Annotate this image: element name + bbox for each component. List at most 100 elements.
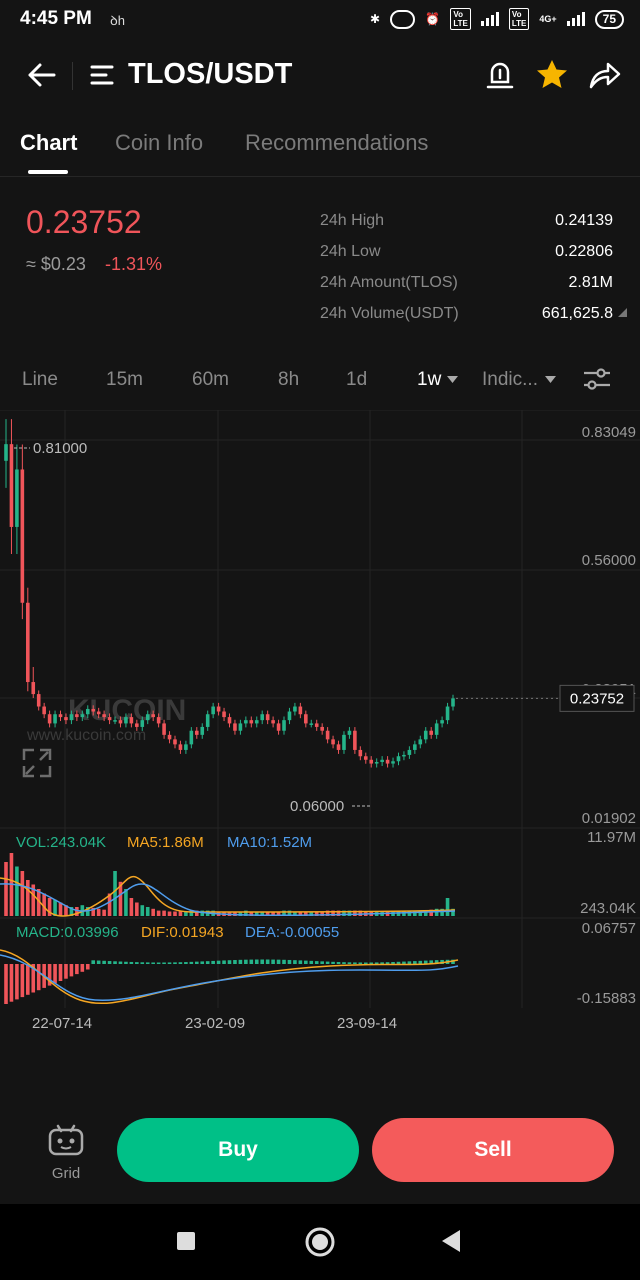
macd-bar-64 [353,962,357,964]
share-icon[interactable] [588,60,622,90]
macd-bar-29 [162,962,166,964]
recents-icon[interactable] [177,1232,195,1250]
candle-53 [293,706,297,712]
macd-bar-15 [85,964,90,970]
candle-43 [238,723,243,731]
vol-bar-32 [178,911,183,916]
candle-77 [423,730,428,740]
macd-bar-58 [320,961,324,964]
candle-38 [211,706,215,715]
macd-bar-27 [151,962,155,964]
macd-bar-47 [260,959,265,964]
candle-50 [276,723,281,731]
chart-settings-icon[interactable] [582,366,612,392]
tab-recommendations[interactable]: Recommendations [245,130,429,155]
candle-22 [124,717,128,724]
vol-bar-55 [304,911,308,916]
candle-47 [260,714,265,721]
candle-14 [80,714,85,718]
macd-bar-82 [451,959,455,964]
macd-bar-40 [222,960,226,964]
candle-25 [140,720,145,727]
candle-30 [167,734,172,740]
ma10-line [0,883,456,916]
macd-bar-21 [118,961,123,964]
vol-bar-20 [113,871,117,916]
candle-12 [69,714,74,721]
vol-bar-75 [413,911,417,916]
interval-1d[interactable]: 1d [346,369,368,390]
macd-axis-max: 0.06757 [582,920,636,937]
candle-35 [194,730,199,735]
sell-button[interactable]: Sell [372,1118,614,1182]
candle-41 [227,717,232,724]
kline-chart[interactable]: KUCOIN www.kucoin.com 0.830490.560000.28… [0,410,640,1010]
macd-bar-66 [363,962,368,964]
bluetooth-icon: ✱ [369,12,381,26]
vol-bar-18 [102,909,106,916]
stat-value-low: 0.22806 [555,243,613,260]
interval-1w[interactable]: 1w [417,369,442,390]
interval-60m[interactable]: 60m [192,369,229,390]
vol-bar-11 [64,905,68,916]
macd-bar-75 [413,961,417,964]
macd-bar-31 [173,962,177,964]
macd-bar-35 [194,961,199,964]
candle-33 [184,744,188,750]
vol-bar-9 [53,899,57,916]
vol-bar-72 [396,911,401,916]
home-icon[interactable] [304,1226,336,1258]
back-arrow-icon[interactable] [26,62,56,88]
vol-bar-80 [440,908,444,916]
vol-bar-19 [107,893,112,916]
vol-bar-7 [42,893,46,916]
interval-15m[interactable]: 15m [106,369,143,390]
price-alert-icon[interactable] [486,60,514,90]
fiat-price: ≈ $0.23 [26,254,86,274]
android-nav-bar [0,1204,640,1280]
vol-bar-44 [244,910,248,916]
stat-label-high: 24h High [320,212,385,229]
macd-bar-52 [287,959,292,964]
macd-pane: 0.06757 -0.15883 [0,920,636,1007]
vol-axis-current: 243.04K [580,900,636,917]
volte-icon: Vo LTE [450,8,471,30]
date-label-1: 22-07-14 [32,1015,93,1032]
macd-bar-50 [276,959,281,964]
vol-bar-27 [151,908,155,916]
menu-icon[interactable] [90,64,116,86]
vol-bar-30 [167,911,172,916]
back-nav-icon[interactable] [440,1228,462,1254]
macd-bar-3 [20,964,25,998]
candle-11 [64,717,68,721]
grid-bot-icon [48,1124,84,1156]
buy-button[interactable]: Buy [117,1118,359,1182]
vol-bar-35 [194,910,199,916]
macd-bar-49 [271,959,275,964]
interval-8h[interactable]: 8h [278,369,300,390]
candle-4 [26,602,30,683]
candle-28 [156,717,161,724]
candle-24 [135,723,139,727]
grid-button[interactable]: Grid [40,1122,92,1182]
tab-coin-info[interactable]: Coin Info [115,130,204,155]
macd-bar-13 [75,964,79,975]
pair-title[interactable]: TLOS/USDT [128,58,293,90]
interval-line[interactable]: Line [22,369,58,390]
price-axis-label-3: 0.01902 [582,810,636,827]
candle-72 [396,756,401,762]
vol-bar-5 [31,884,36,916]
favorite-star-icon[interactable] [535,58,569,90]
expand-icon[interactable] [22,748,52,778]
macd-bar-74 [407,961,412,964]
macd-bar-38 [211,960,215,964]
stat-value-amount: 2.81M [568,274,613,291]
vol-bar-54 [298,911,303,916]
vol-bar-26 [145,907,150,916]
tab-chart[interactable]: Chart [20,130,78,155]
macd-bar-76 [418,960,423,964]
vol-bar-17 [96,908,101,916]
indicators-dropdown[interactable]: Indic... [482,369,538,390]
candle-29 [162,723,166,735]
macd-bar-10 [58,964,63,981]
